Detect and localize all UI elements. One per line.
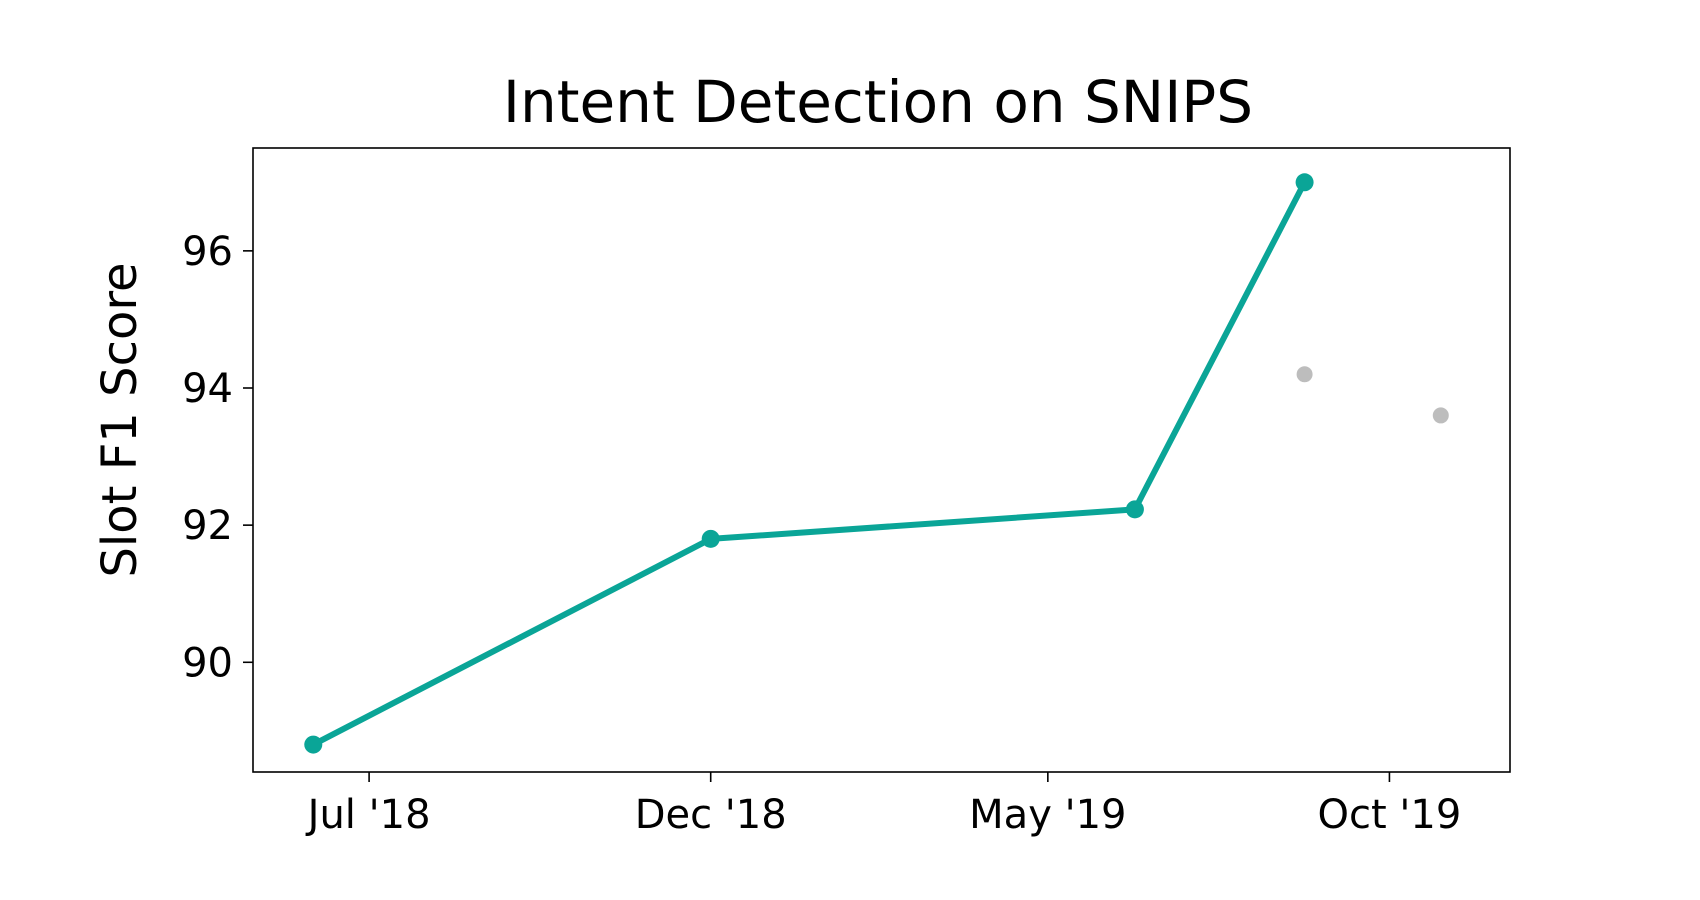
x-axis-ticks: Jul '18 Dec '18 May '19 Oct '19: [305, 772, 1462, 838]
series-1: [304, 173, 1314, 754]
data-point: [1432, 407, 1449, 424]
y-tick-label: 92: [182, 503, 233, 549]
series-layer: [304, 173, 1449, 754]
data-point: [1295, 173, 1314, 192]
data-point: [701, 529, 720, 548]
x-tick-label: Dec '18: [635, 792, 787, 838]
y-tick-label: 94: [182, 366, 233, 412]
y-tick-label: 90: [182, 640, 233, 686]
chart-title: Intent Detection on SNIPS: [503, 68, 1253, 136]
series-line: [310, 179, 1308, 748]
data-point: [304, 735, 323, 754]
series-2: [1296, 366, 1449, 424]
x-tick-label: Oct '19: [1318, 792, 1462, 838]
data-point: [1125, 500, 1144, 519]
x-tick-label: May '19: [969, 792, 1126, 838]
x-tick-label: Jul '18: [305, 792, 431, 838]
y-axis-label: Slot F1 Score: [92, 262, 148, 577]
y-tick-label: 96: [182, 229, 233, 275]
data-point: [1296, 366, 1313, 383]
y-axis-ticks: 90 92 94 96: [182, 229, 253, 686]
plot-area-frame: [252, 147, 1511, 773]
